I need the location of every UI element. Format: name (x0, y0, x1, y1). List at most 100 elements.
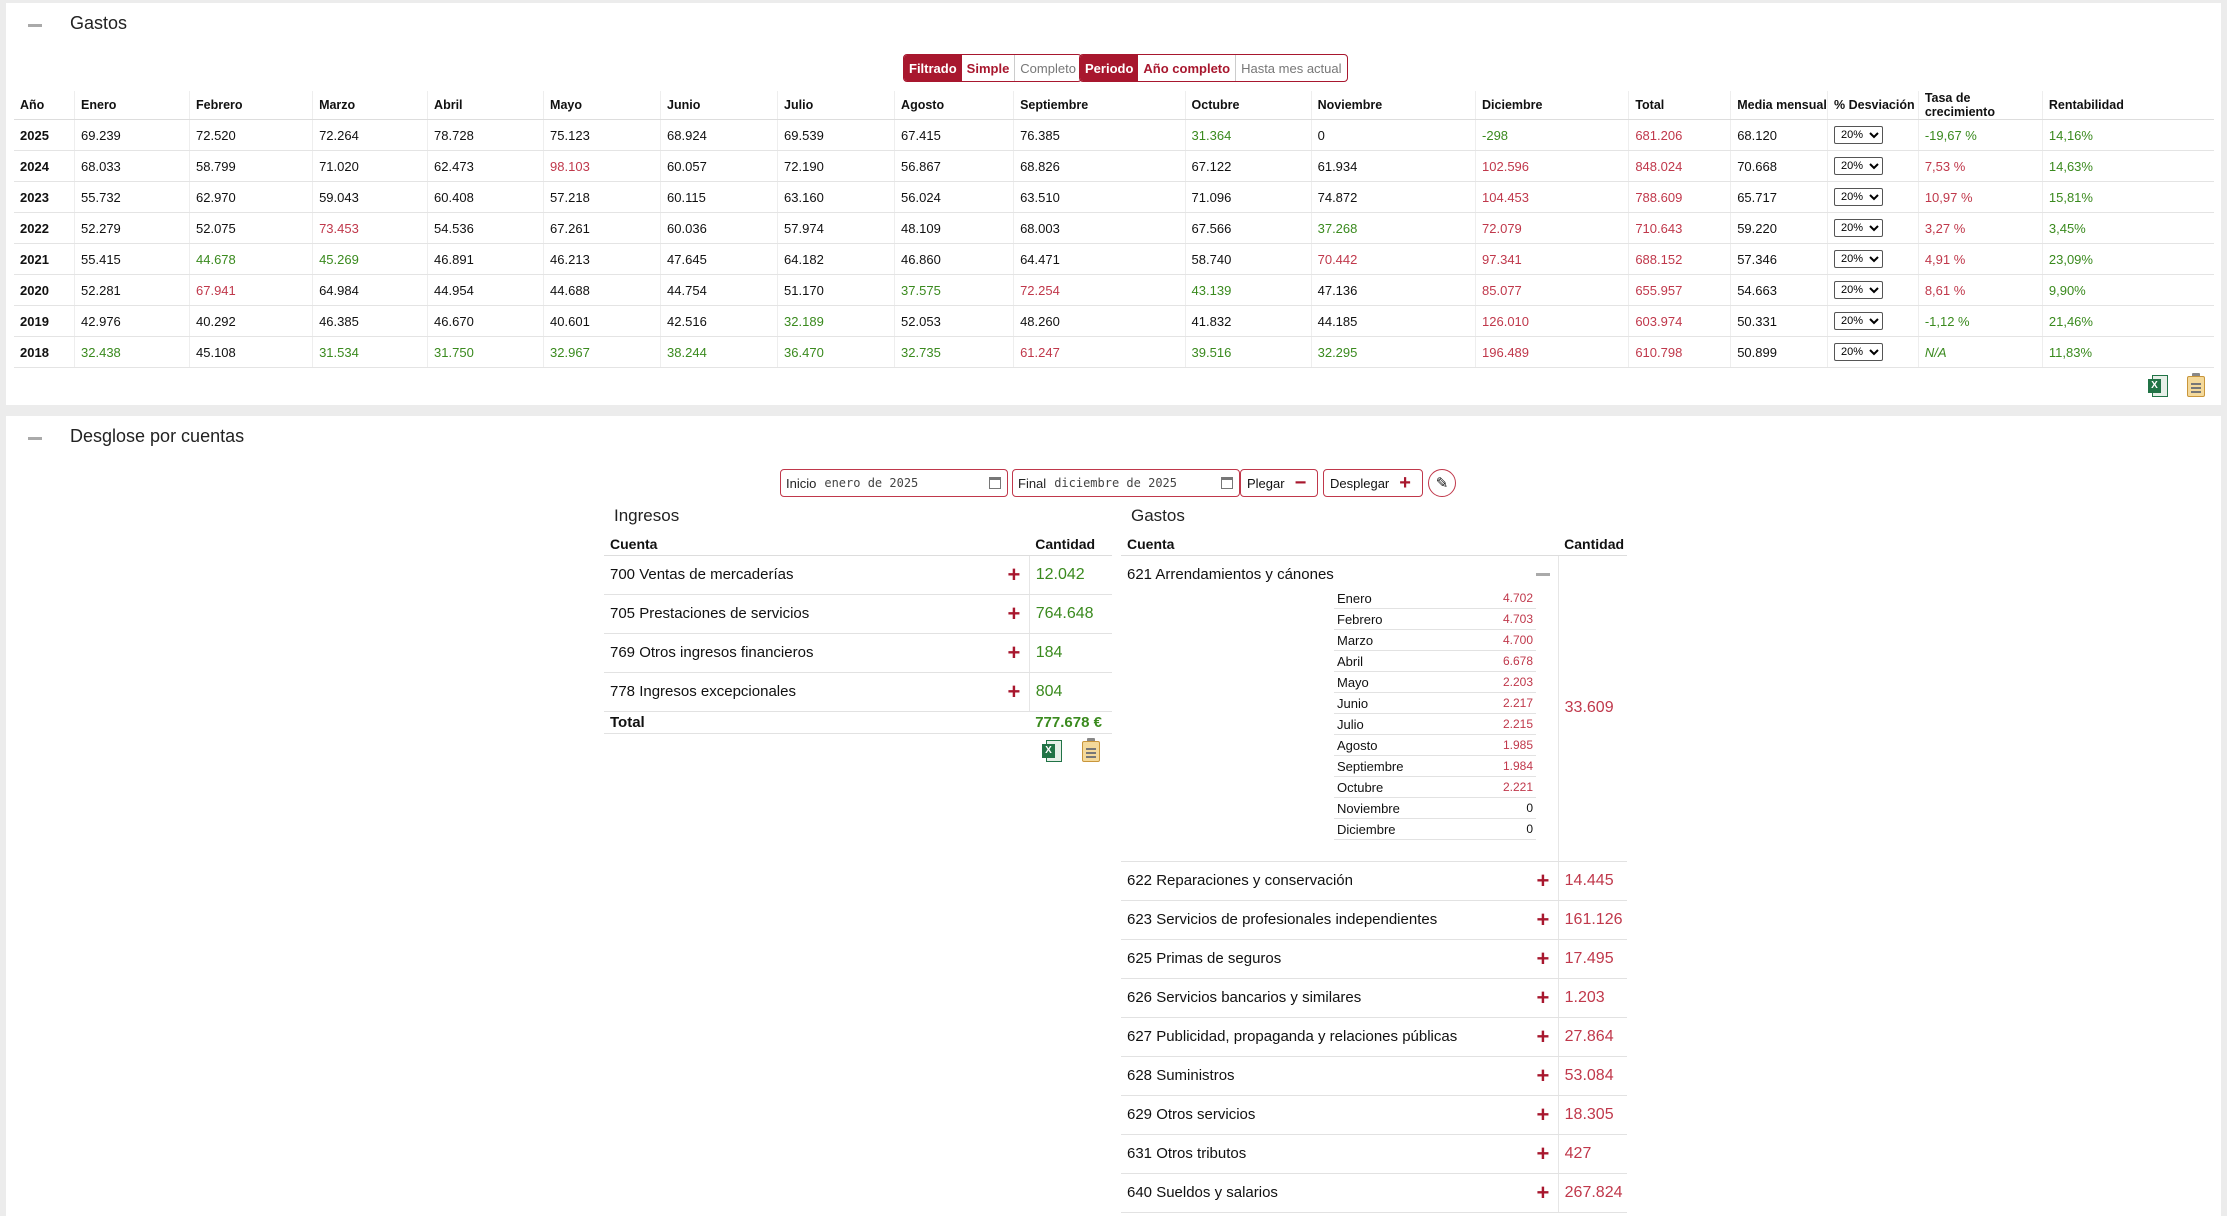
table-cell: 68.924 (660, 119, 778, 151)
desviacion-select[interactable]: 20% (1834, 188, 1884, 206)
table-cell: 45.269 (312, 243, 428, 275)
excel-export-icon[interactable]: X (2148, 375, 2168, 397)
table-cell: 54.663 (1730, 274, 1828, 306)
table-cell: 681.206 (1628, 119, 1731, 151)
desviacion-select[interactable]: 20% (1834, 157, 1884, 175)
table-cell: 67.261 (543, 212, 661, 244)
month-amount: 2.217 (1502, 696, 1533, 710)
expand-plus-icon[interactable]: + (993, 555, 1030, 595)
calendar-icon[interactable] (989, 477, 1001, 489)
month-row: Junio 2.217 (1334, 693, 1536, 714)
account-amount: 764.648 (1028, 594, 1112, 634)
period-option-ano-completo[interactable]: Año completo (1143, 60, 1231, 76)
gastos-breakdown-table: Cuenta Cantidad 621 Arrendamientos y cán… (1121, 533, 1627, 1213)
table-cell: 610.798 (1628, 336, 1731, 368)
plegar-button[interactable]: Plegar − (1240, 469, 1318, 497)
gastos-breakdown-title: Gastos (1131, 506, 1185, 525)
desviacion-select[interactable]: 20% (1834, 343, 1884, 361)
table-cell: 69.239 (74, 119, 190, 151)
gasto-row: 622 Reparaciones y conservación +14.445 (1121, 861, 1627, 901)
account-amount: 184 (1028, 633, 1112, 673)
desviacion-select[interactable]: 20% (1834, 219, 1884, 237)
expand-plus-icon[interactable]: + (1522, 1173, 1559, 1213)
gasto-row: 629 Otros servicios +18.305 (1121, 1095, 1627, 1135)
clipboard-copy-icon[interactable] (1081, 738, 1101, 762)
table-cell: 48.260 (1013, 305, 1186, 337)
month-amount: 4.702 (1502, 591, 1533, 605)
desplegar-button[interactable]: Desplegar + (1323, 469, 1423, 497)
column-header: Tasa de crecimiento (1917, 91, 2043, 120)
expand-plus-icon[interactable]: + (1522, 1134, 1559, 1174)
month-row: Agosto 1.985 (1334, 735, 1536, 756)
expand-plus-icon[interactable]: + (1522, 900, 1559, 940)
table-cell: 2022 (14, 212, 75, 244)
month-amount: 0 (1526, 801, 1533, 815)
month-row: Febrero 4.703 (1334, 609, 1536, 630)
column-header: Junio (660, 91, 778, 120)
excel-export-icon[interactable]: X (1042, 740, 1062, 762)
collapse-gastos-icon[interactable] (28, 24, 42, 27)
clipboard-copy-icon[interactable] (2186, 373, 2206, 397)
table-cell: 32.438 (74, 336, 190, 368)
collapse-account-icon[interactable] (1522, 555, 1559, 862)
expand-plus-icon[interactable]: + (1522, 978, 1559, 1018)
table-cell: 14,16% (2041, 119, 2214, 151)
expand-plus-icon[interactable]: + (1522, 1056, 1559, 1096)
expand-plus-icon[interactable]: + (1522, 1095, 1559, 1135)
table-cell: 63.510 (1013, 181, 1186, 213)
account-amount: 161.126 (1557, 900, 1627, 940)
desviacion-select[interactable]: 20% (1834, 312, 1884, 330)
calendar-icon[interactable] (1221, 477, 1233, 489)
month-amount: 0 (1526, 822, 1533, 836)
table-cell: 2018 (14, 336, 75, 368)
account-name: 778 Ingresos excepcionales (604, 672, 994, 712)
table-cell: 41.832 (1184, 305, 1312, 337)
table-cell: 97.341 (1475, 243, 1629, 275)
expand-plus-icon[interactable]: + (1522, 861, 1559, 901)
table-cell: 64.984 (312, 274, 428, 306)
desglose-panel: Desglose por cuentas (6, 416, 2221, 1216)
column-header: Diciembre (1475, 91, 1629, 120)
year-row: 2024 68.033 58.799 71.020 62.473 98.103 60.057… (14, 150, 2214, 182)
filter-option-completo[interactable]: Completo (1014, 55, 1081, 81)
clear-filter-icon[interactable]: ✎ (1428, 469, 1456, 497)
final-value[interactable]: diciembre de 2025 (1054, 476, 1178, 490)
table-cell: -1,12 % (1917, 305, 2043, 337)
collapse-desglose-icon[interactable] (28, 437, 42, 440)
table-cell: 0 (1310, 119, 1476, 151)
month-row: Noviembre 0 (1334, 798, 1536, 819)
table-cell: 37.268 (1310, 212, 1476, 244)
expand-plus-icon[interactable]: + (1522, 939, 1559, 979)
table-cell: 196.489 (1475, 336, 1629, 368)
period-option-hasta-mes[interactable]: Hasta mes actual (1235, 55, 1346, 81)
expand-plus-icon[interactable]: + (993, 594, 1030, 634)
account-amount: 12.042 (1028, 555, 1112, 595)
desviacion-select[interactable]: 20% (1834, 250, 1884, 268)
account-name: 769 Otros ingresos financieros (604, 633, 994, 673)
expand-plus-icon[interactable]: + (993, 672, 1030, 712)
table-cell: 67.566 (1184, 212, 1312, 244)
month-name: Abril (1337, 653, 1364, 669)
account-name: 625 Primas de seguros (1121, 939, 1523, 979)
table-cell: -298 (1475, 119, 1629, 151)
final-date-field[interactable]: Final diciembre de 2025 (1012, 469, 1240, 497)
desviacion-cell: 20% (1827, 336, 1919, 368)
expand-plus-icon[interactable]: + (993, 633, 1030, 673)
column-header: Septiembre (1013, 91, 1186, 120)
filter-option-simple[interactable]: Simple (966, 60, 1010, 76)
table-cell: 52.075 (188, 212, 313, 244)
gastos-table-header: Año Enero Febrero Marzo Abril Mayo Junio Julio A… (14, 91, 2214, 120)
desviacion-select[interactable]: 20% (1834, 126, 1884, 144)
inicio-date-field[interactable]: Inicio enero de 2025 (780, 469, 1008, 497)
inicio-value[interactable]: enero de 2025 (824, 476, 919, 490)
account-name: 631 Otros tributos (1121, 1134, 1523, 1174)
expanded-month-list: Enero 4.702 Febrero 4.703 Marzo 4.700 Abril 6.6… (1334, 588, 1536, 840)
desviacion-select[interactable]: 20% (1834, 281, 1884, 299)
month-name: Agosto (1337, 737, 1378, 753)
period-label: Periodo (1080, 55, 1139, 81)
table-cell: 37.575 (894, 274, 1014, 306)
table-cell: 43.139 (1184, 274, 1312, 306)
table-cell: 40.601 (543, 305, 661, 337)
table-cell: 52.281 (74, 274, 190, 306)
expand-plus-icon[interactable]: + (1522, 1017, 1559, 1057)
